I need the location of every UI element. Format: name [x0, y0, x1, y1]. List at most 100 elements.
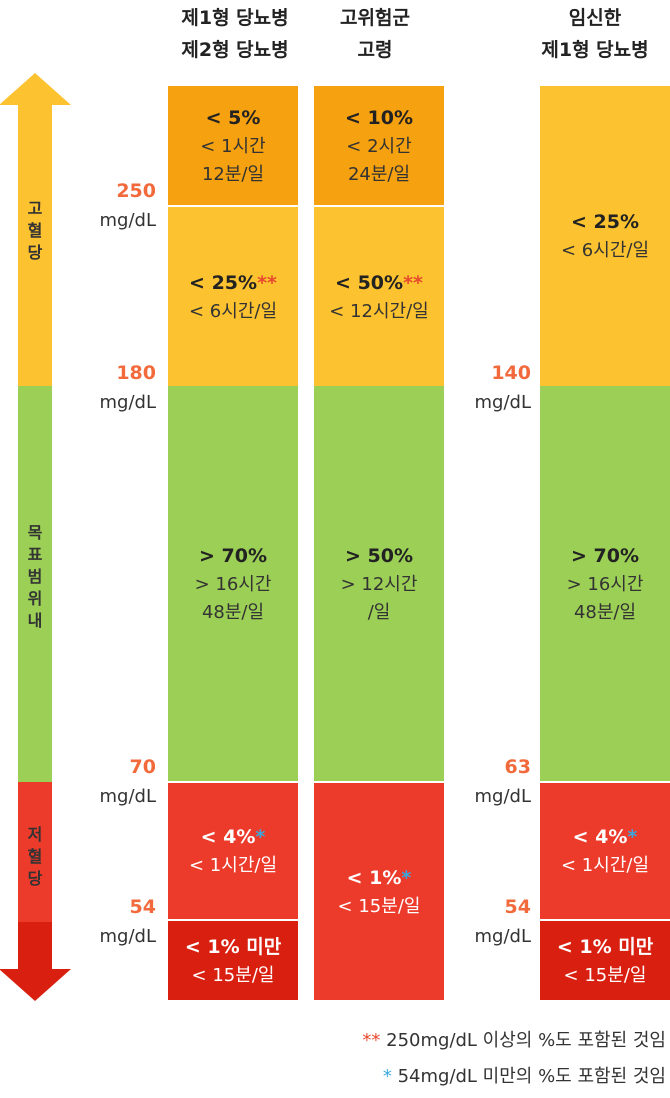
single-star-mark: * — [627, 826, 638, 848]
header-col2-line2: 고령 — [357, 39, 393, 61]
cell-percent: > 70% — [199, 541, 267, 571]
cell-low: < 1%* < 15분/일 — [314, 783, 444, 1000]
cell-time: < 2시간 — [346, 135, 412, 157]
cell-low: < 4%* < 1시간/일 — [540, 783, 670, 919]
column-high-risk-elderly: < 10% < 2시간 24분/일 < 50%** < 12시간/일 > 50%… — [314, 86, 444, 1000]
cell-time: 24분/일 — [347, 163, 411, 185]
cell-percent: < 25% — [571, 207, 639, 237]
cell-percent: < 10% — [345, 103, 413, 133]
percent-text: < 1% — [346, 866, 402, 889]
cell-high: < 50%** < 12시간/일 — [314, 207, 444, 386]
cell-time: < 12시간/일 — [329, 300, 429, 322]
percent-text: < 10% — [344, 106, 413, 129]
cell-percent: < 5% — [206, 103, 261, 133]
cell-percent: < 1%* — [347, 863, 412, 893]
threshold-70: 70 mg/dL — [6, 752, 156, 812]
threshold-140: 140 mg/dL — [381, 358, 531, 418]
percent-text: < 25% — [570, 211, 639, 233]
footnote-single-star: * 54mg/dL 미만의 %도 포함된 것임 — [383, 1062, 666, 1092]
header-col3: 임신한 제1형 당뇨병 — [520, 2, 670, 66]
percent-text: > 70% — [570, 544, 639, 567]
cell-time: > 16시간 — [566, 573, 644, 595]
cell-percent: < 4%* — [573, 822, 638, 852]
threshold-value: 54 — [504, 896, 531, 918]
threshold-63: 63 mg/dL — [381, 752, 531, 812]
percent-text: < 1% 미만 — [556, 935, 654, 958]
cell-time: < 6시간/일 — [189, 300, 277, 322]
cell-percent: < 50%** — [335, 268, 423, 298]
range-label-high-char: 혈 — [27, 221, 43, 240]
range-bar-low — [18, 782, 52, 922]
range-label-target-char: 내 — [27, 611, 43, 630]
cell-percent: > 70% — [571, 541, 639, 571]
column-pregnant-type1: < 25% < 6시간/일 > 70% > 16시간 48분/일 < 4%* <… — [540, 86, 670, 1000]
threshold-value: 250 — [116, 180, 156, 202]
cell-very-high: < 5% < 1시간 12분/일 — [168, 86, 298, 205]
percent-text: < 1% 미만 — [184, 935, 282, 958]
threshold-unit: mg/dL — [99, 392, 156, 413]
header-col3-line2: 제1형 당뇨병 — [541, 39, 649, 61]
cell-time: 48분/일 — [573, 601, 637, 623]
cell-high: < 25%** < 6시간/일 — [168, 207, 298, 386]
double-star-mark: ** — [403, 271, 423, 294]
range-label-low-char: 당 — [27, 869, 43, 888]
percent-text: < 4% — [200, 826, 256, 848]
cell-time: 48분/일 — [201, 601, 265, 623]
header-col3-line1: 임신한 — [568, 7, 622, 29]
range-label-low-char: 혈 — [27, 847, 43, 866]
cell-time: < 15분/일 — [191, 964, 275, 986]
cell-time: > 12시간 — [340, 573, 418, 595]
header-col2: 고위험군 고령 — [310, 2, 440, 66]
threshold-54-right: 54 mg/dL — [381, 892, 531, 952]
threshold-unit: mg/dL — [99, 786, 156, 807]
range-label-low-char: 저 — [27, 825, 43, 844]
cell-time: > 16시간 — [194, 573, 272, 595]
threshold-unit: mg/dL — [99, 210, 156, 231]
range-bar-very-low — [18, 922, 52, 970]
threshold-unit: mg/dL — [474, 926, 531, 947]
percent-text: > 50% — [344, 544, 413, 567]
cell-time: 12분/일 — [201, 163, 265, 185]
threshold-value: 180 — [116, 362, 156, 384]
cell-low: < 4%* < 1시간/일 — [168, 783, 298, 919]
footnote-text: 250mg/dL 이상의 %도 포함된 것임 — [386, 1030, 666, 1051]
percent-text: < 5% — [205, 106, 261, 129]
percent-text: > 70% — [198, 544, 267, 567]
cell-very-high: < 10% < 2시간 24분/일 — [314, 86, 444, 205]
range-label-target: 목 표 범 위 내 — [18, 522, 52, 632]
range-label-target-char: 위 — [27, 589, 43, 608]
footnote-double-star: ** 250mg/dL 이상의 %도 포함된 것임 — [362, 1026, 666, 1056]
threshold-unit: mg/dL — [474, 392, 531, 413]
header-col1-line2: 제2형 당뇨병 — [181, 39, 289, 61]
threshold-250: 250 mg/dL — [6, 176, 156, 236]
threshold-value: 70 — [129, 756, 156, 778]
range-label-target-char: 표 — [27, 545, 43, 564]
header-col1: 제1형 당뇨병 제2형 당뇨병 — [160, 2, 310, 66]
threshold-unit: mg/dL — [99, 926, 156, 947]
range-bar-high — [18, 104, 52, 386]
range-label-high: 고 혈 당 — [18, 198, 52, 264]
cell-very-low: < 1% 미만 < 15분/일 — [540, 921, 670, 1000]
cell-target: > 70% > 16시간 48분/일 — [540, 386, 670, 781]
cell-time: /일 — [367, 601, 391, 623]
cell-time: < 6시간/일 — [561, 240, 649, 261]
cell-very-low: < 1% 미만 < 15분/일 — [168, 921, 298, 1000]
percent-text: < 25% — [189, 271, 258, 294]
arrow-down-icon — [0, 969, 71, 1001]
threshold-value: 140 — [491, 362, 531, 384]
single-star-icon: * — [382, 1066, 392, 1087]
cell-target: > 50% > 12시간 /일 — [314, 386, 444, 781]
range-label-target-char: 목 — [27, 523, 43, 542]
cell-time: < 1시간/일 — [189, 855, 277, 876]
header-col1-line1: 제1형 당뇨병 — [181, 7, 289, 29]
cell-time: < 15분/일 — [563, 964, 647, 986]
cell-time: < 1시간 — [200, 135, 266, 157]
cell-percent: < 1% 미만 — [557, 932, 653, 962]
single-star-mark: * — [255, 826, 266, 848]
double-star-icon: ** — [362, 1030, 381, 1051]
double-star-mark: ** — [257, 271, 277, 294]
threshold-unit: mg/dL — [474, 786, 531, 807]
range-label-high-char: 당 — [27, 243, 43, 262]
single-star-mark: * — [401, 866, 412, 889]
footnote-text: 54mg/dL 미만의 %도 포함된 것임 — [397, 1066, 666, 1087]
